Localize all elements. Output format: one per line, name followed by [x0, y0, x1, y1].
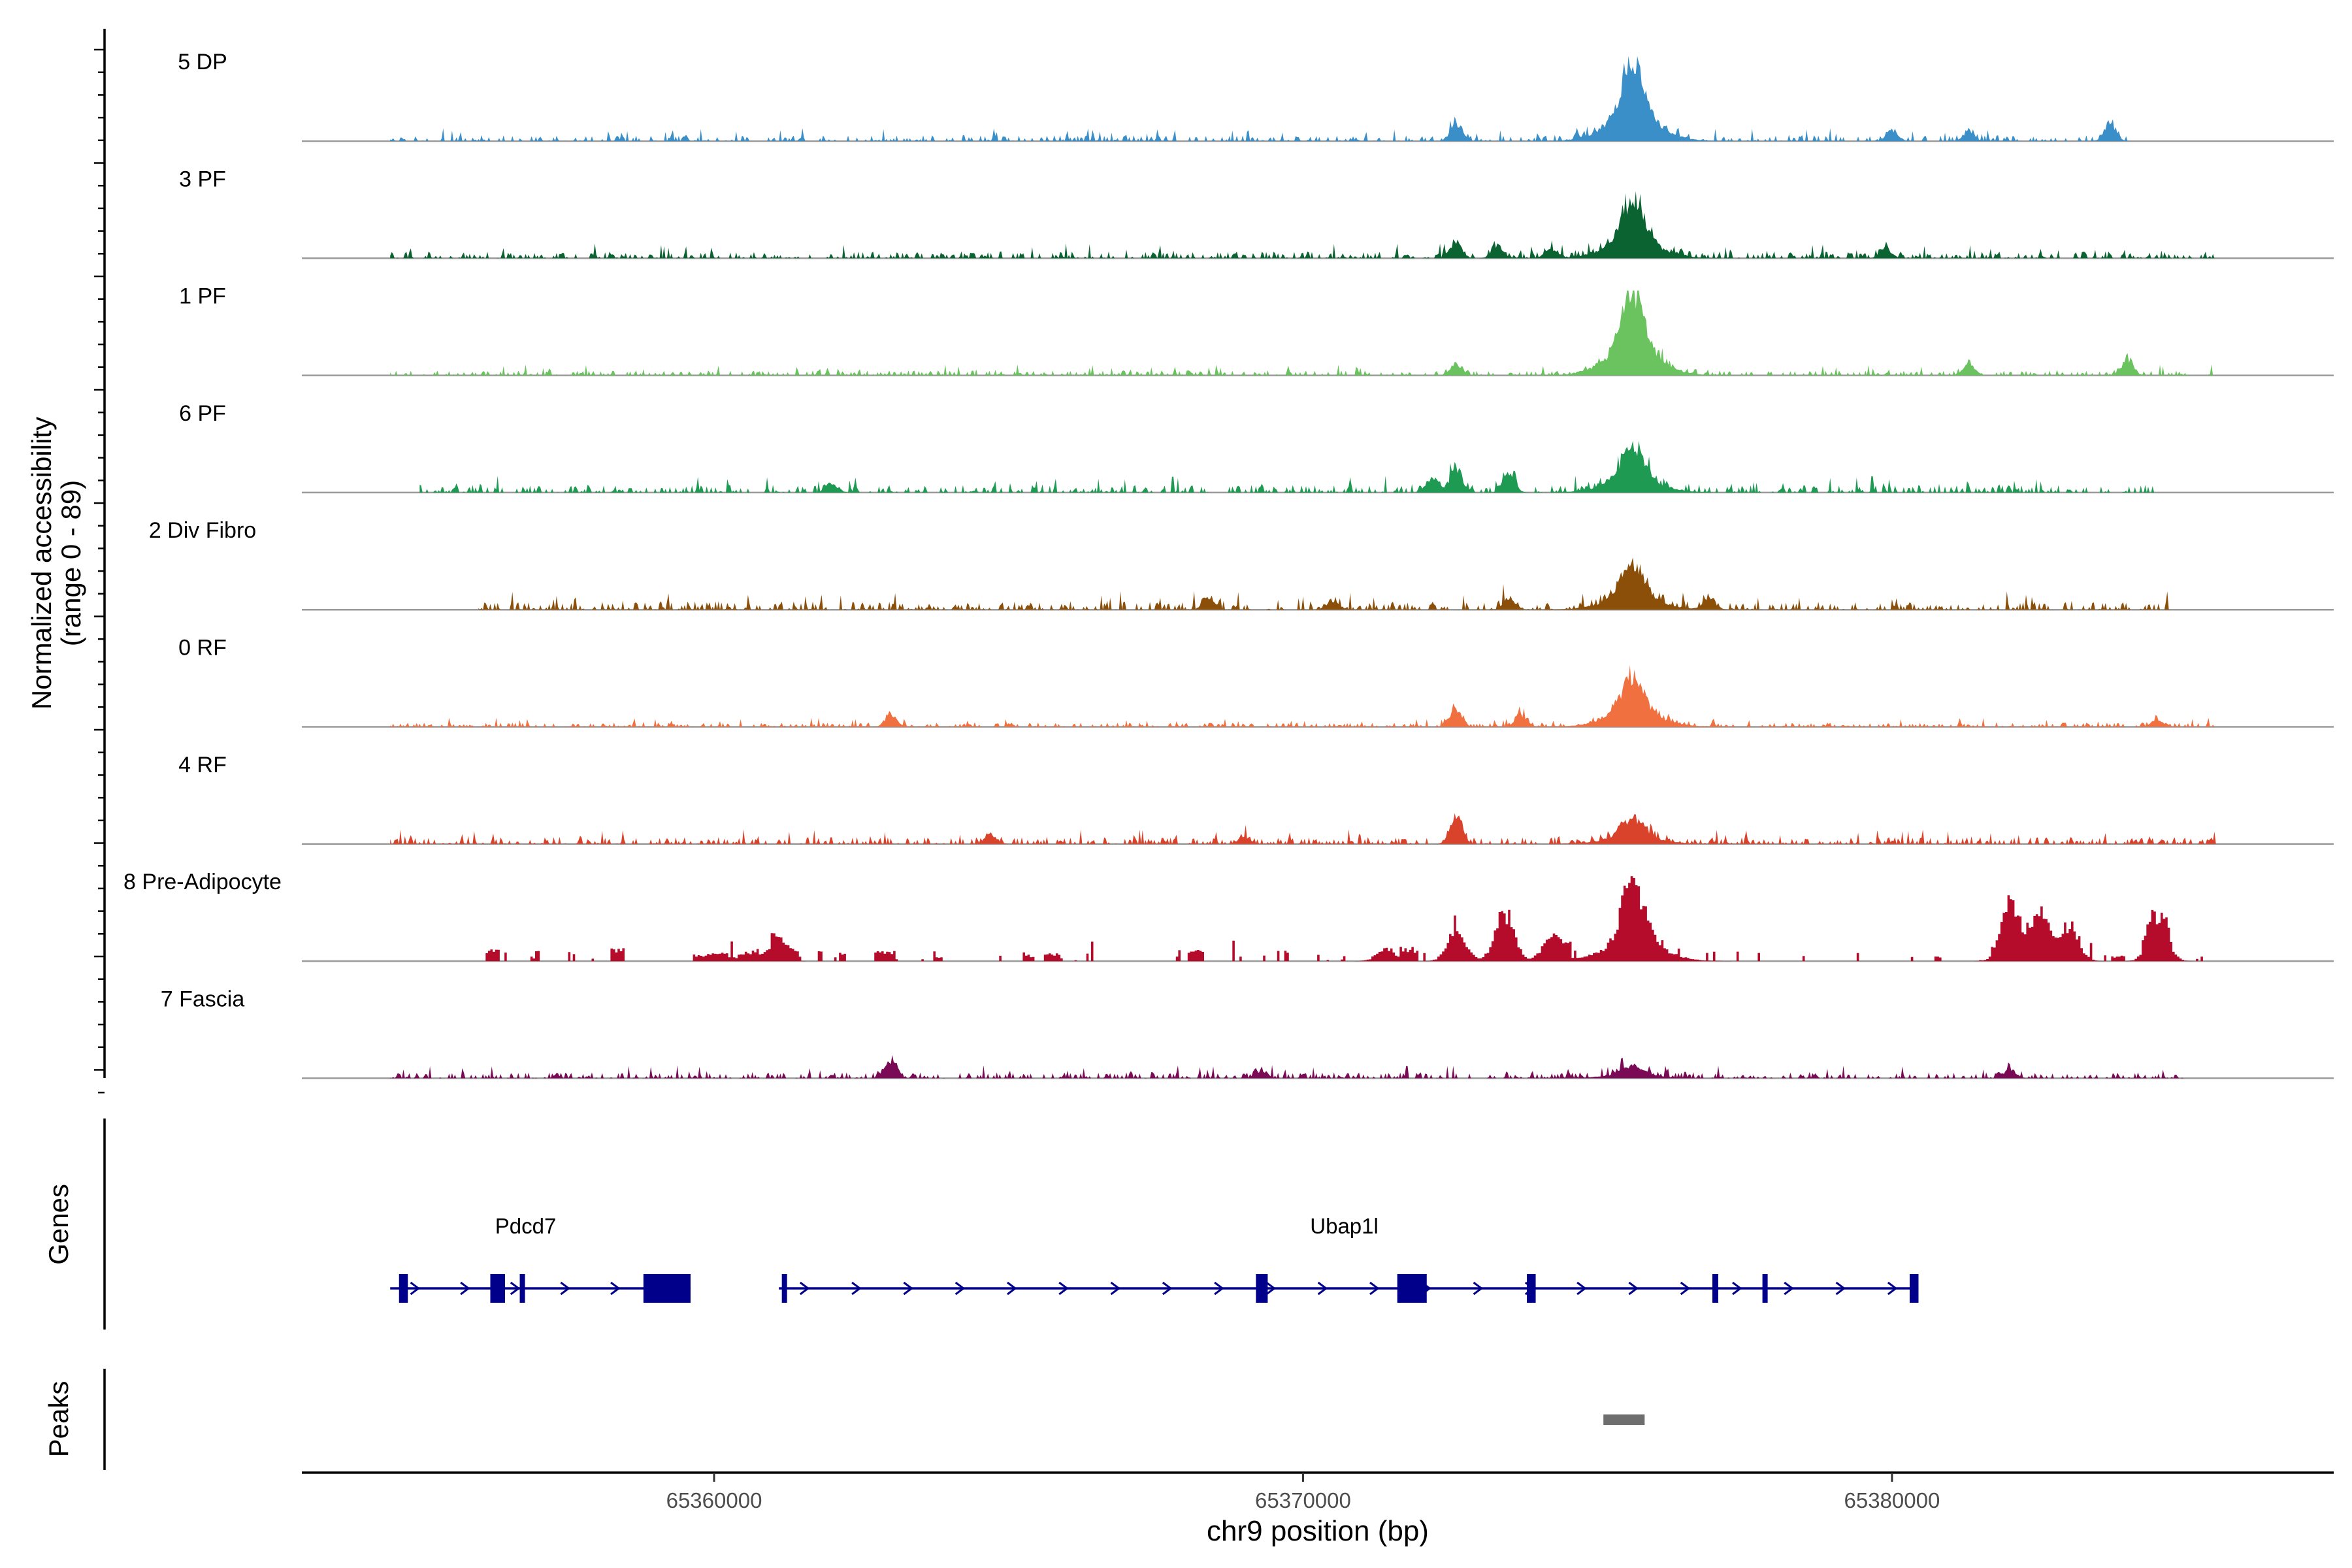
- gene-exon: [643, 1274, 691, 1303]
- x-tick-label: 65360000: [666, 1488, 762, 1512]
- track-label: 4 RF: [178, 753, 227, 777]
- gene-strand-arrow: [1784, 1281, 1794, 1296]
- coverage-area: [390, 813, 2216, 844]
- track-y-axis: [94, 29, 106, 1094]
- gene-strand-arrow: [1628, 1281, 1639, 1296]
- gene-strand-arrow: [1317, 1281, 1328, 1296]
- genes-panel: Pdcd7 Ubap1l: [103, 1119, 1919, 1330]
- gene-exon: [399, 1274, 408, 1303]
- gene-strand-arrow: [799, 1281, 810, 1296]
- gene-strand-arrow: [1110, 1281, 1121, 1296]
- gene-pdcd7: Pdcd7: [390, 1214, 691, 1303]
- track-label: 6 PF: [179, 401, 226, 426]
- gene-exon: [1909, 1274, 1919, 1303]
- gene-strand-arrow: [1007, 1281, 1017, 1296]
- coverage-area: [390, 664, 2216, 727]
- gene-strand-arrow: [1058, 1281, 1069, 1296]
- gene-label: Pdcd7: [495, 1214, 557, 1238]
- x-axis-label: chr9 position (bp): [1207, 1515, 1429, 1547]
- track-label: 3 PF: [179, 167, 226, 191]
- gene-exon: [1527, 1274, 1536, 1303]
- gene-label: Ubap1l: [1310, 1214, 1379, 1238]
- gene-strand-arrow: [1162, 1281, 1173, 1296]
- coverage-area: [390, 56, 2128, 141]
- coverage-area: [419, 440, 2157, 493]
- gene-exon: [1762, 1274, 1768, 1303]
- gene-strand-arrow: [1680, 1281, 1691, 1296]
- coverage-area: [390, 191, 2216, 259]
- track-label: 8 Pre-Adipocyte: [123, 870, 282, 894]
- genes-panel-label: Genes: [43, 1184, 74, 1265]
- gene-strand-arrow: [1369, 1281, 1380, 1296]
- coverage-tracks: 5 DP 3 PF 1 PF 6 PF 2 Div Fibro 0 RF 4 RF 8 Pre…: [123, 50, 2334, 1079]
- track-2-div-fibro: 2 Div Fibro: [149, 518, 2334, 611]
- x-tick-label: 65370000: [1255, 1488, 1351, 1512]
- gene-strand-arrow: [851, 1281, 862, 1296]
- gene-strand-arrow: [1214, 1281, 1224, 1296]
- gene-strand-arrow: [1266, 1281, 1276, 1296]
- peaks-panel: [103, 1369, 1645, 1470]
- gene-ubap1l: Ubap1l: [779, 1214, 1919, 1303]
- gene-strand-arrow: [460, 1281, 470, 1296]
- gene-strand-arrow: [560, 1281, 570, 1296]
- track-label: 5 DP: [178, 50, 227, 74]
- track-8-pre-adipocyte: 8 Pre-Adipocyte: [123, 870, 2334, 962]
- gene-strand-arrow: [1887, 1281, 1898, 1296]
- track-7-fascia: 7 Fascia: [161, 987, 2334, 1079]
- gene-strand-arrow: [1835, 1281, 1846, 1296]
- track-1-pf: 1 PF: [179, 284, 2334, 376]
- peaks-panel-label: Peaks: [43, 1381, 74, 1458]
- coverage-area: [390, 290, 2216, 376]
- gene-exon: [519, 1274, 525, 1303]
- track-3-pf: 3 PF: [179, 167, 2334, 259]
- gene-strand-arrow: [1576, 1281, 1587, 1296]
- track-label: 0 RF: [178, 636, 227, 661]
- track-label: 1 PF: [179, 284, 226, 309]
- gene-strand-arrow: [903, 1281, 913, 1296]
- gene-exon: [490, 1274, 505, 1303]
- track-6-pf: 6 PF: [179, 401, 2334, 494]
- gene-strand-arrow: [610, 1281, 621, 1296]
- track-4-rf: 4 RF: [178, 753, 2334, 845]
- gene-exon: [1397, 1274, 1427, 1303]
- gene-strand-arrow: [1732, 1281, 1742, 1296]
- track-5-dp: 5 DP: [178, 50, 2334, 142]
- peak-region: [1603, 1414, 1645, 1425]
- track-label: 7 Fascia: [161, 987, 245, 1011]
- gene-exon: [781, 1274, 787, 1303]
- track-0-rf: 0 RF: [178, 636, 2334, 728]
- gene-strand-arrow: [410, 1281, 421, 1296]
- gene-exon: [1256, 1274, 1268, 1303]
- coverage-area: [478, 557, 2187, 610]
- gene-strand-arrow: [1473, 1281, 1484, 1296]
- gene-exon: [1712, 1274, 1718, 1303]
- coverage-area: [390, 1054, 2187, 1079]
- x-tick-label: 65380000: [1844, 1488, 1940, 1512]
- gene-strand-arrow: [510, 1281, 521, 1296]
- track-label: 2 Div Fibro: [149, 518, 256, 543]
- gene-strand-arrow: [955, 1281, 966, 1296]
- coverage-area: [478, 876, 2217, 962]
- y-axis-range-label: (range 0 - 89): [56, 480, 86, 646]
- x-axis: 65360000 65370000 65380000: [302, 1471, 2334, 1512]
- y-axis-label: Normalized accessibility: [26, 417, 57, 710]
